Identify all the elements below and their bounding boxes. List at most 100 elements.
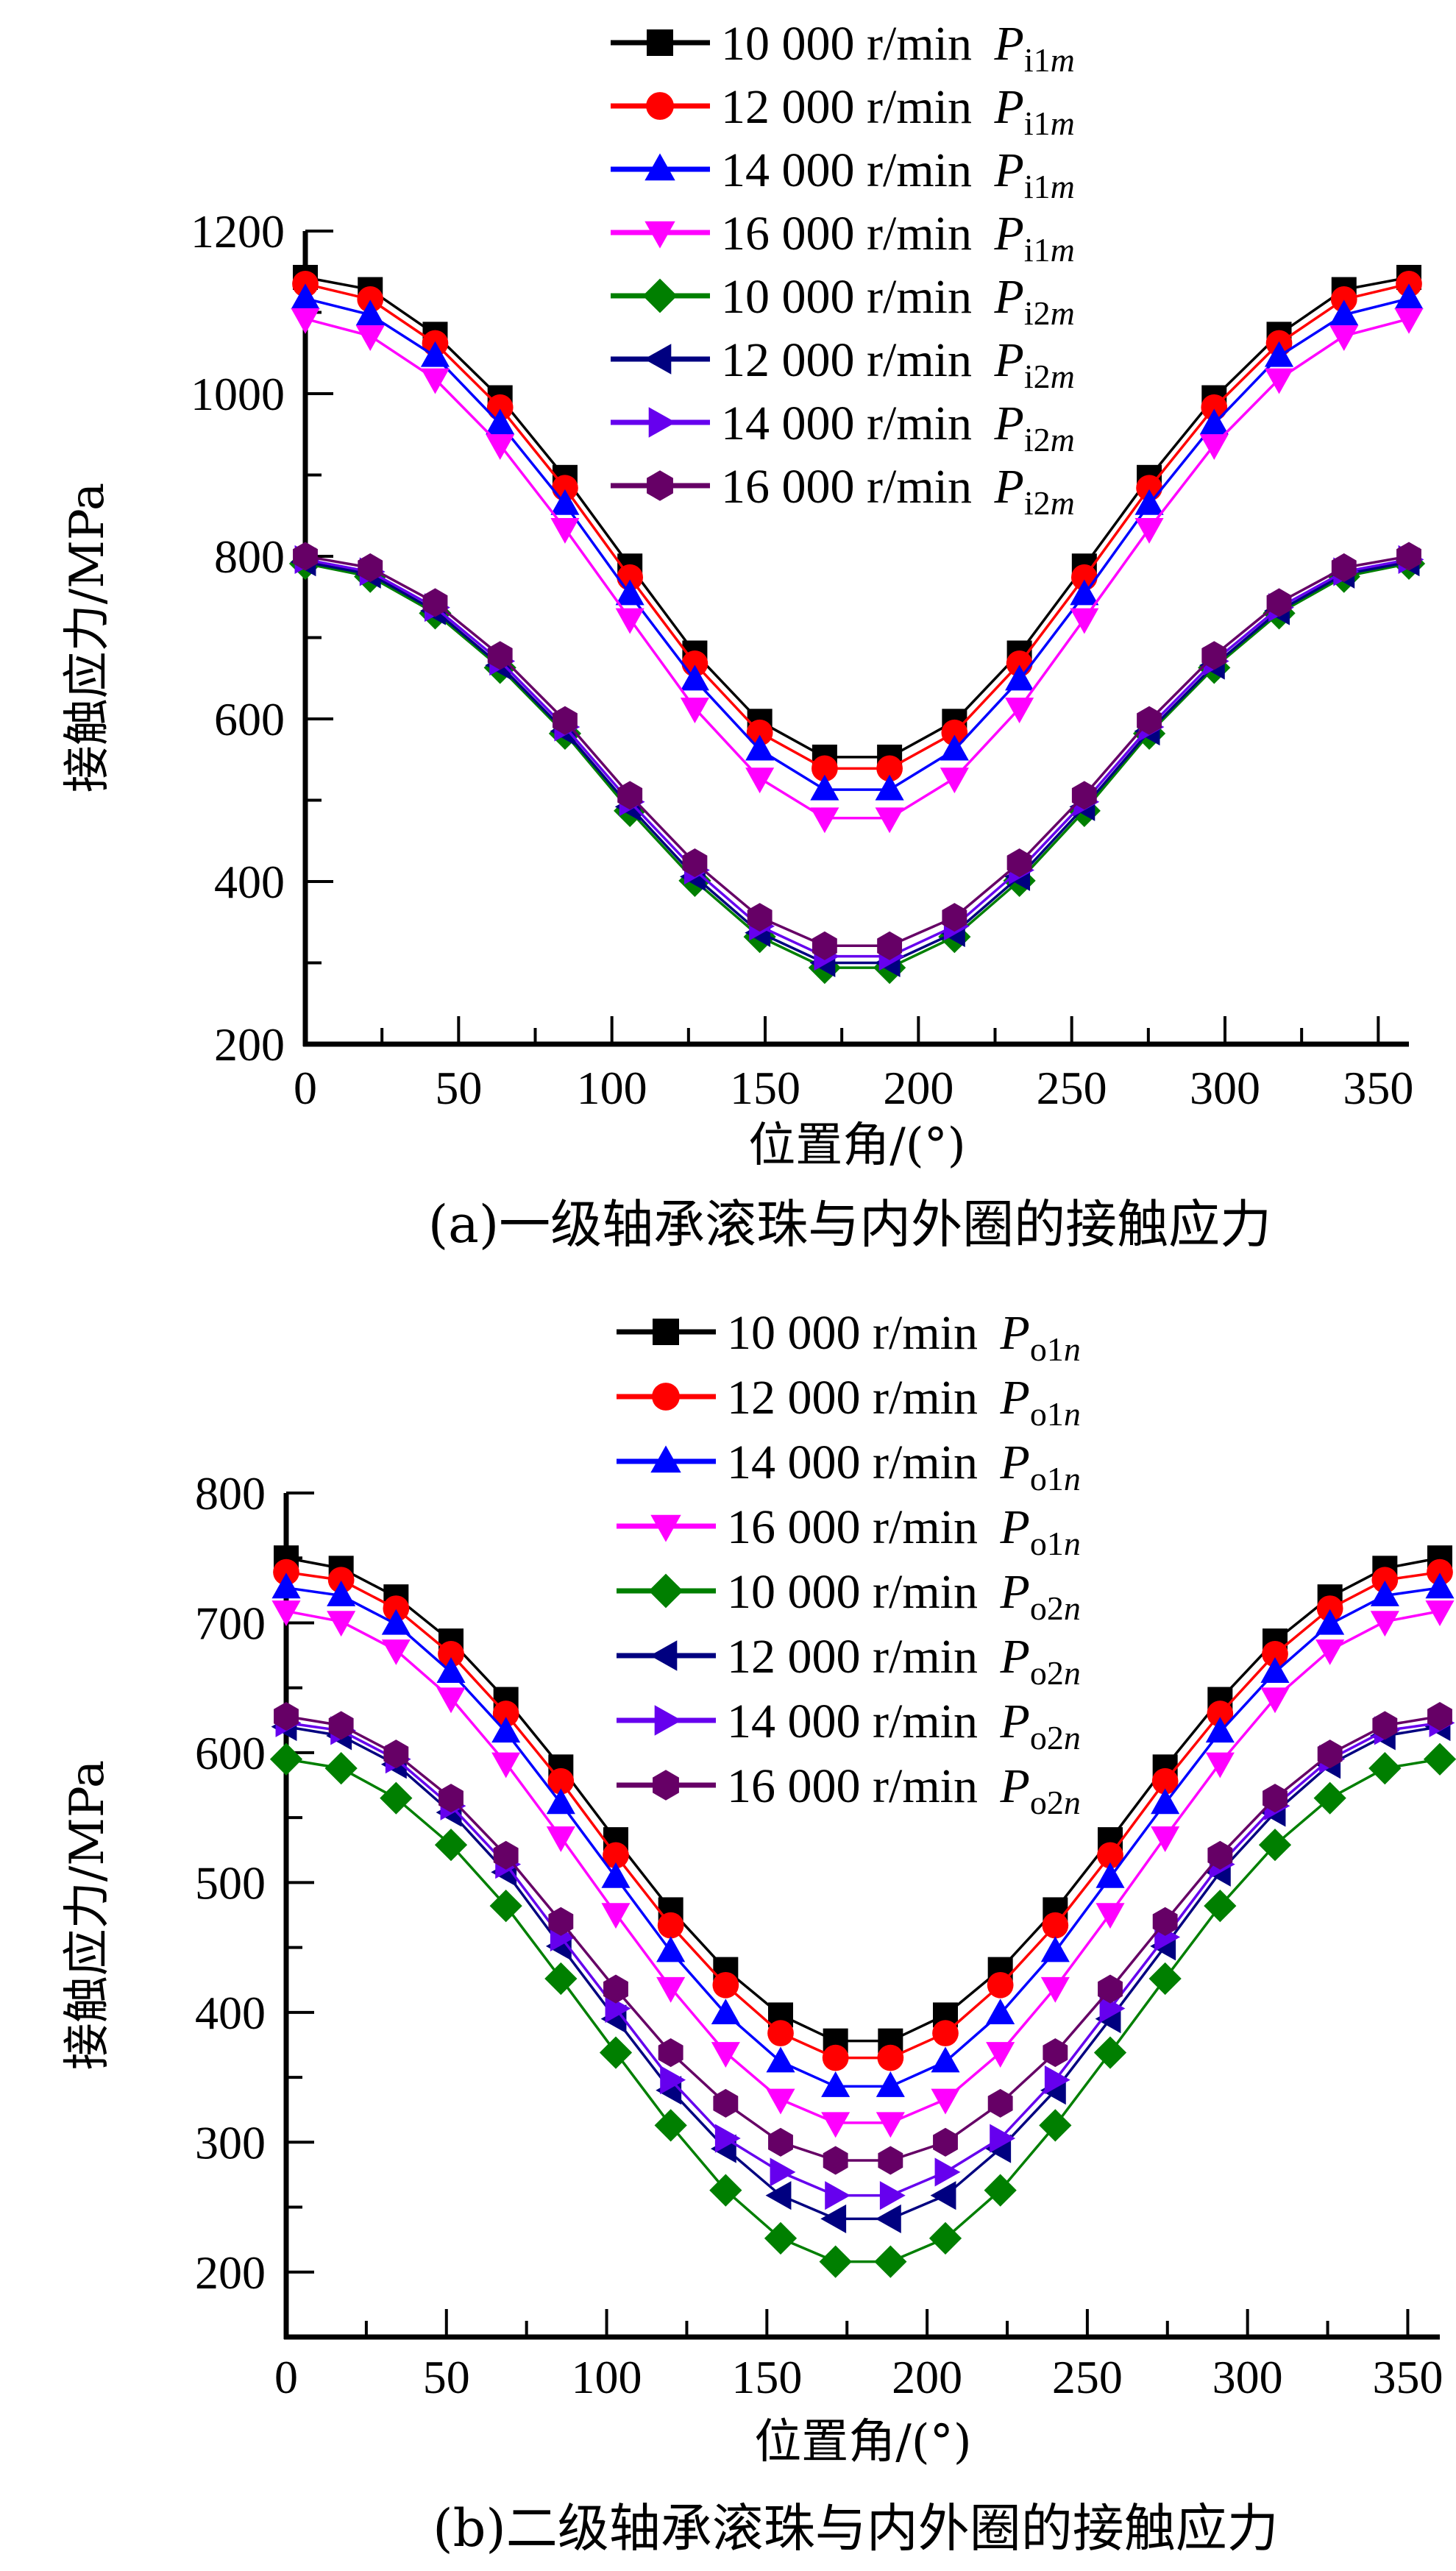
- data-point: [1199, 408, 1229, 435]
- legend-speed: 14 000 r/min: [727, 1695, 990, 1748]
- legend-marker: [648, 1573, 683, 1609]
- data-point: [821, 2112, 850, 2138]
- data-point: [603, 1842, 629, 1869]
- series-7: [293, 542, 1421, 960]
- legend-marker: [652, 1383, 680, 1411]
- legend-subscript-index: m: [1051, 168, 1075, 205]
- series-line: [285, 1721, 1441, 2197]
- data-point: [1151, 1788, 1180, 1815]
- x-tick-label: 250: [1037, 1062, 1107, 1114]
- legend-marker: [653, 1770, 679, 1801]
- y-tick-label: 400: [214, 856, 285, 908]
- legend-item: 10 000 r/min Po1n: [617, 1306, 1081, 1368]
- legend-speed: 10 000 r/min: [721, 270, 984, 324]
- data-point: [1199, 434, 1229, 461]
- legend-subscript: o2: [1030, 1784, 1064, 1821]
- legend-symbol: P: [1000, 1436, 1030, 1489]
- series-line: [285, 1586, 1441, 2088]
- data-point: [1425, 1600, 1455, 1626]
- legend-symbol: P: [994, 397, 1024, 450]
- legend-subscript: o2: [1030, 1589, 1064, 1627]
- data-point: [1093, 2036, 1127, 2069]
- data-point: [357, 286, 384, 313]
- legend-marker: [644, 153, 675, 181]
- data-point: [1260, 1687, 1290, 1714]
- x-tick-label: 0: [294, 1062, 317, 1114]
- legend-marker: [642, 278, 678, 313]
- y-axis-title: 接触应力/MPa: [60, 483, 115, 792]
- data-point: [764, 2221, 798, 2255]
- series-line: [285, 1609, 1441, 2124]
- data-point: [1394, 283, 1424, 310]
- data-point: [810, 774, 839, 801]
- data-point: [712, 1971, 739, 1999]
- data-point: [491, 1717, 521, 1743]
- data-point: [1151, 1767, 1179, 1795]
- legend-label: 14 000 r/min Po1n: [727, 1436, 1081, 1497]
- data-point: [1097, 1842, 1123, 1869]
- data-point: [1258, 1829, 1292, 1862]
- data-point: [1370, 1581, 1399, 1606]
- legend-subscript-index: m: [1051, 294, 1075, 332]
- data-point: [877, 2044, 904, 2071]
- data-point: [1005, 664, 1034, 691]
- data-point: [876, 2071, 905, 2097]
- data-point: [1371, 1567, 1399, 1594]
- data-point: [1134, 517, 1164, 544]
- data-point: [492, 1701, 519, 1727]
- series-3: [291, 308, 1424, 834]
- legend-symbol: P: [994, 333, 1024, 387]
- data-point: [876, 755, 903, 782]
- data-point: [942, 903, 967, 932]
- data-point: [383, 1595, 410, 1622]
- data-point: [654, 2109, 687, 2142]
- legend-subscript-index: n: [1064, 1589, 1081, 1627]
- data-point: [327, 1581, 356, 1606]
- data-point: [745, 767, 775, 794]
- x-tick-label: 150: [731, 2351, 802, 2403]
- legend-symbol: P: [994, 143, 1024, 197]
- data-point: [547, 1767, 575, 1795]
- data-point: [1044, 2065, 1070, 2095]
- legend-marker: [650, 1640, 678, 1671]
- legend-symbol: P: [1000, 1695, 1030, 1748]
- legend-subscript-index: n: [1064, 1719, 1081, 1756]
- data-point: [714, 2124, 741, 2153]
- data-point: [875, 774, 904, 801]
- data-point: [1264, 368, 1294, 394]
- y-tick-label: 1000: [191, 368, 285, 420]
- legend-symbol: P: [994, 207, 1024, 260]
- data-point: [1329, 299, 1359, 326]
- legend-subscript: o1: [1030, 1395, 1064, 1433]
- legend-speed: 14 000 r/min: [727, 1436, 990, 1489]
- legend-speed: 14 000 r/min: [721, 397, 984, 450]
- data-point: [1427, 1701, 1452, 1731]
- data-point: [436, 1657, 466, 1683]
- data-point: [548, 1907, 574, 1936]
- series-1: [273, 1558, 1453, 2071]
- data-point: [810, 807, 839, 834]
- legend-label: 10 000 r/min Pi2m: [721, 270, 1075, 332]
- data-point: [878, 2146, 903, 2175]
- legend-subscript-index: n: [1064, 1654, 1081, 1692]
- legend-speed: 12 000 r/min: [721, 80, 984, 134]
- y-tick-label: 800: [195, 1467, 266, 1519]
- data-point: [822, 2044, 849, 2071]
- data-point: [550, 517, 580, 544]
- legend-subscript: i1: [1024, 41, 1051, 79]
- data-point: [825, 2181, 851, 2210]
- data-point: [274, 1701, 299, 1731]
- legend-marker: [650, 1514, 681, 1542]
- legend-label: 12 000 r/min Pi1m: [721, 80, 1075, 142]
- data-point: [422, 588, 448, 617]
- legend-marker: [654, 1705, 682, 1736]
- data-point: [601, 1903, 631, 1929]
- legend-speed: 16 000 r/min: [727, 1759, 990, 1813]
- legend-speed: 16 000 r/min: [721, 460, 984, 514]
- legend-symbol: P: [1000, 1759, 1030, 1813]
- data-point: [1006, 848, 1032, 878]
- data-point: [493, 1840, 519, 1870]
- data-point: [941, 719, 968, 746]
